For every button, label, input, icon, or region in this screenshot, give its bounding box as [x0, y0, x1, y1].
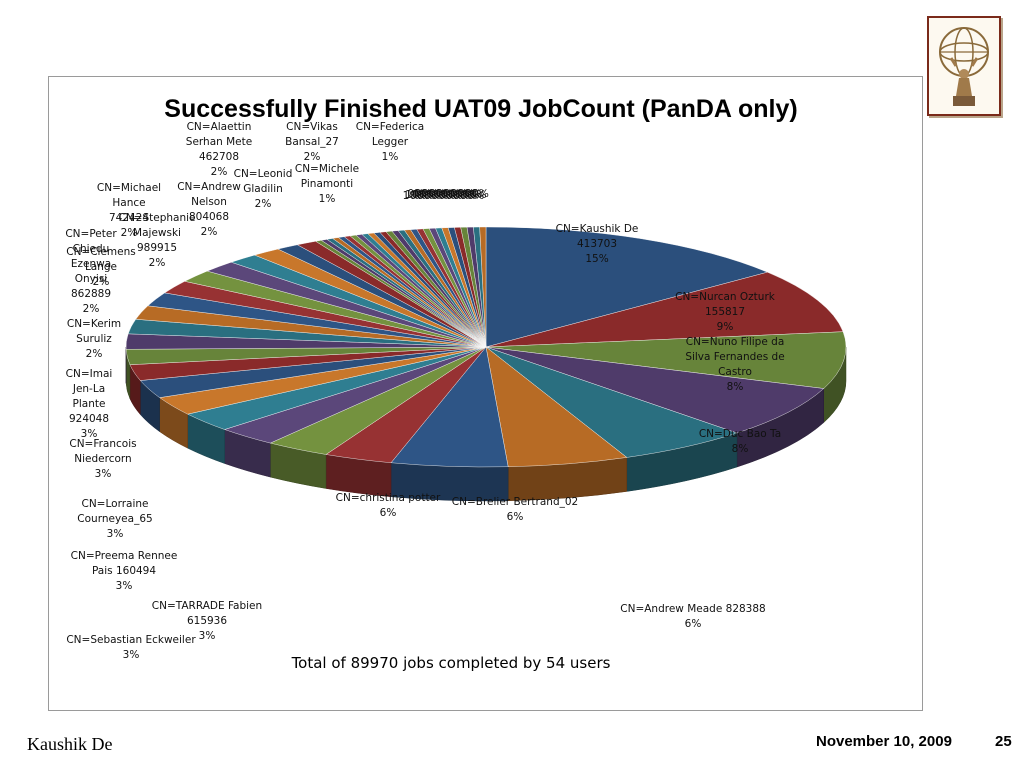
pie-tops — [125, 226, 847, 468]
slice-label: CN=Andrew Nelson 804068 2% — [177, 181, 241, 238]
slice-label: 0% — [417, 190, 434, 202]
slice-label: CN=Alaettin Serhan Mete 462708 2% — [186, 121, 252, 178]
slice-label: 0% — [415, 188, 432, 200]
pie-slice — [485, 331, 847, 389]
slice-label: 0% — [407, 188, 424, 200]
pie-slice — [485, 346, 738, 458]
author-name: Kaushik De — [27, 734, 113, 754]
slice-label: 0% — [434, 189, 451, 201]
slice-label: CN=Kerim Suruliz 2% — [67, 318, 121, 360]
pie-labels: CN=Kaushik De 413703 15% CN=Nurcan Ozturk 15… — [65, 121, 784, 661]
pie-slice — [479, 226, 487, 348]
slice-label: 1% — [403, 190, 420, 202]
slice-label: 0% — [458, 188, 475, 200]
slice-label: CN=Imai Jen-La Plante 924048 3% — [66, 368, 113, 440]
slice-label: CN=Preema Rennee Pais 160494 3% — [71, 550, 178, 592]
slice-label: 0% — [412, 189, 429, 201]
slice-label: CN=Leonid Gladilin 2% — [234, 168, 293, 210]
slice-label: CN=Stephanie Majewski 989915 2% — [118, 212, 195, 269]
slice-label: 0% — [439, 190, 456, 202]
slice-label: 0% — [465, 188, 482, 200]
slice-label: CN=Peter Chiedu Ezenwa Onyisi 862889 2% — [65, 228, 117, 315]
slice-label: 0% — [446, 190, 463, 202]
slice-label: CN=Vikas Bansal_27 2% — [285, 121, 339, 163]
slice-label: 0% — [455, 189, 472, 201]
slice-label: CN=Nuno Filipe da Silva Fernandes de Castr… — [685, 336, 784, 393]
slice-label: 0% — [470, 189, 487, 201]
slice-label: 0% — [467, 190, 484, 202]
slice-label: CN=Nurcan Ozturk 155817 9% — [675, 291, 776, 333]
slice-label: 0% — [441, 189, 458, 201]
slice-label: 0% — [436, 188, 453, 200]
total-jobs-text: Total of 89970 jobs completed by 54 user… — [291, 654, 611, 672]
slice-label: CN=Brelier Bertrand_02 6% — [452, 496, 578, 523]
chart-title: Successfully Finished UAT09 JobCount (Pa… — [164, 95, 797, 123]
page-number: 25 — [995, 733, 1012, 750]
slice-label: CN=Lorraine Courneyea_65 3% — [77, 498, 152, 540]
slice-label: 0% — [443, 188, 460, 200]
slice-label: 0% — [448, 189, 465, 201]
slice-label: 0% — [431, 190, 448, 202]
pie-slice — [485, 346, 825, 434]
slice-label: 0% — [463, 189, 480, 201]
slice-label: CN=Andrew Meade 828388 6% — [620, 603, 765, 630]
slice-label: 0% — [427, 189, 444, 201]
slice-label: 0% — [410, 190, 427, 202]
slice-label: 0% — [460, 190, 477, 202]
presentation-date: November 10, 2009 — [816, 733, 952, 750]
slice-label: 0% — [451, 188, 468, 200]
slice-label: CN=Kaushik De 413703 15% — [556, 223, 639, 265]
slice-label: 0% — [424, 190, 441, 202]
pie-slice — [485, 271, 844, 348]
slice-label: CN=Francois Niedercorn 3% — [69, 438, 136, 480]
pie-sides — [125, 346, 847, 502]
slice-label: CN=Federica Legger 1% — [356, 121, 424, 163]
chart-frame: Successfully Finished UAT09 JobCount (Pa… — [48, 76, 923, 711]
atlas-globe-logo-icon — [927, 16, 1001, 116]
slice-label: CN=Sebastian Eckweiler 3% — [66, 634, 196, 661]
slice-label: CN=christina potter 6% — [336, 492, 441, 519]
slice-label: 0% — [422, 188, 439, 200]
slice-label: 0% — [429, 188, 446, 200]
slice-label: CN=Michele Pinamonti 1% — [295, 163, 359, 205]
pie-chart: Successfully Finished UAT09 JobCount (Pa… — [65, 95, 847, 672]
slice-label: CN=Duc Bao Ta 8% — [699, 428, 781, 455]
slice-label: 0% — [472, 188, 489, 200]
slice-label: CN=Michael Hance 742424 2% — [97, 182, 161, 239]
slice-label: 0% — [419, 189, 436, 201]
slice-label: 0% — [453, 190, 470, 202]
slice-label: CN=Clemens Lange 2% — [66, 246, 136, 288]
pie-slice — [485, 226, 769, 348]
slice-label: 1% — [405, 189, 422, 201]
slice-label: CN=TARRADE Fabien 615936 3% — [152, 600, 262, 642]
